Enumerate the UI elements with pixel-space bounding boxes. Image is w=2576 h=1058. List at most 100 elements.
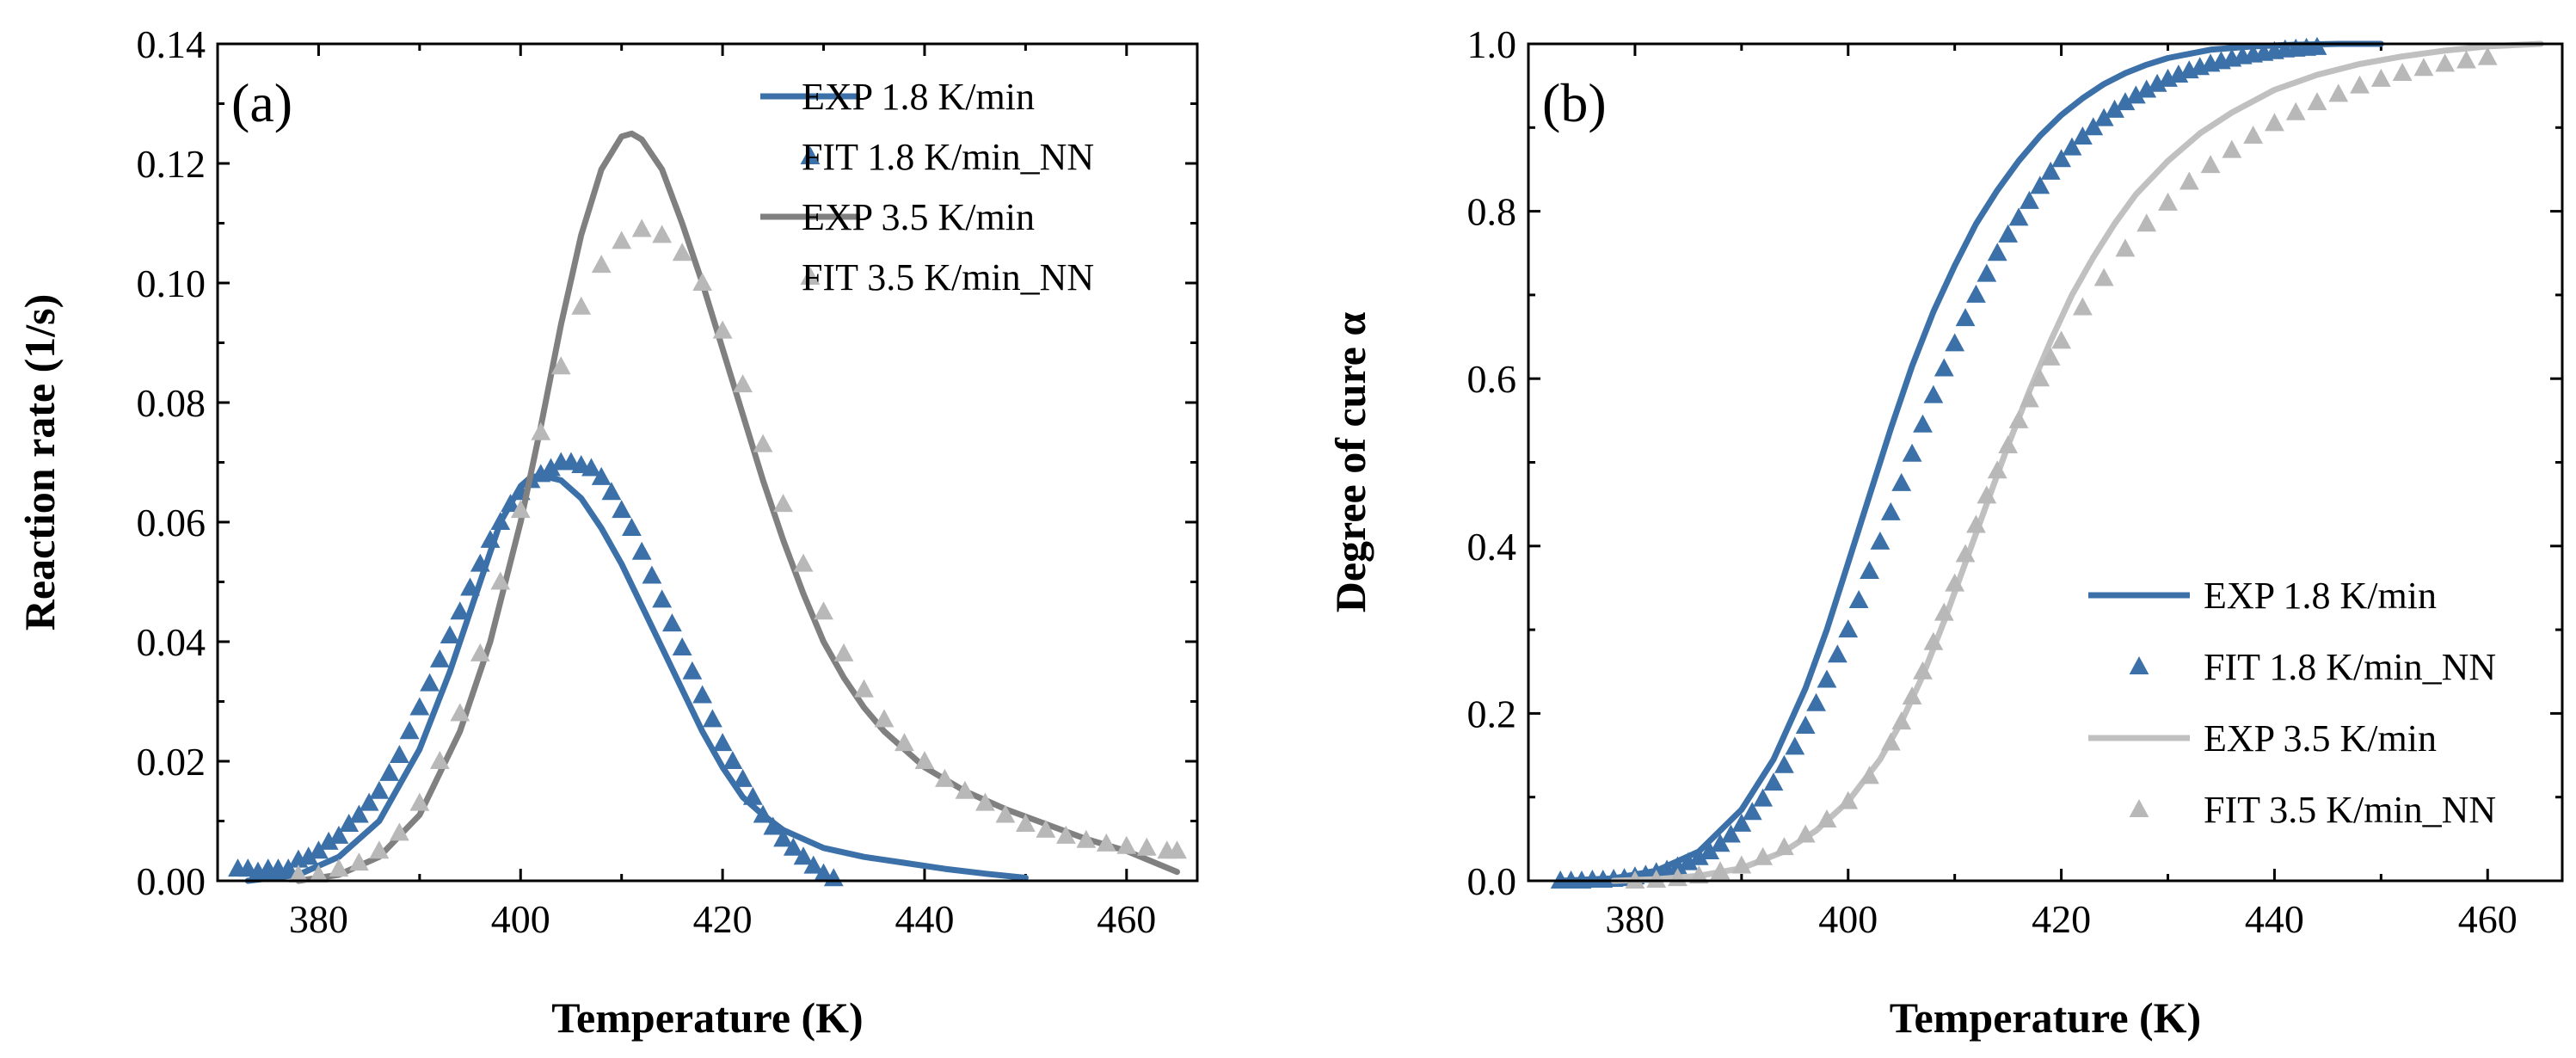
legend-marker-swatch [2129, 799, 2149, 817]
data-point-marker [591, 255, 612, 274]
data-point-marker [1167, 840, 1187, 859]
plot-frame [216, 42, 1199, 883]
data-point-marker [763, 816, 784, 835]
data-point-marker [814, 601, 833, 620]
y-tick-label: 0.02 [137, 740, 206, 784]
x-tick-label: 420 [2032, 897, 2091, 941]
data-point-marker [2040, 161, 2061, 180]
data-point-marker [1742, 802, 1762, 821]
data-point-marker [1136, 837, 1157, 856]
panel-a-reaction-rate-chart: 0.00 0.02 0.04 0.06 0.08 0.10 0.12 0.14 380 400 42… [15, 22, 1199, 1042]
data-point-marker [2020, 389, 2039, 408]
y-tick-label: 0.0 [1467, 859, 1517, 903]
data-point-marker [733, 374, 753, 393]
data-point-marker [622, 517, 642, 536]
data-point-marker [1785, 736, 1805, 755]
data-point-marker [2392, 63, 2413, 82]
data-point-marker [1870, 531, 1891, 550]
data-point-marker [278, 858, 298, 877]
data-point-marker [833, 643, 854, 661]
legend-label: FIT 1.8 K/min_NN [2204, 646, 2496, 688]
data-point-marker [2093, 108, 2114, 126]
y-tick-label: 0.8 [1467, 190, 1517, 234]
data-point-marker [2115, 238, 2136, 257]
data-point-marker [420, 673, 440, 692]
data-point-marker [1710, 861, 1731, 880]
x-tick-label: 380 [1605, 897, 1664, 941]
data-point-marker [1998, 224, 2019, 243]
data-point-marker [2062, 137, 2082, 156]
data-point-marker [1055, 825, 1076, 844]
data-point-marker [2307, 36, 2327, 55]
y-tick-label: 0.04 [137, 620, 206, 664]
plot-frame [1527, 42, 2564, 883]
data-point-marker [379, 762, 400, 781]
data-point-marker [1838, 790, 1859, 809]
data-point-marker [1731, 855, 1752, 874]
legend-label: FIT 1.8 K/min_NN [802, 136, 1094, 178]
data-point-marker [389, 822, 409, 841]
data-point-marker [2072, 126, 2093, 145]
y-tick-label: 0.12 [137, 142, 206, 186]
legend-marker-swatch [2129, 656, 2149, 674]
data-point-marker [601, 482, 622, 501]
data-point-marker [712, 320, 733, 339]
y-tick-label: 0.06 [137, 501, 206, 544]
data-point-marker [470, 553, 490, 572]
data-point-marker [1036, 819, 1056, 838]
data-point-marker [662, 613, 682, 632]
data-point-marker [501, 494, 520, 513]
data-point-marker [1966, 514, 1986, 533]
data-point-marker [1945, 333, 1965, 352]
panel-label: (a) [231, 72, 292, 133]
data-point-marker [995, 804, 1016, 823]
data-point-marker [2020, 190, 2039, 209]
data-point-marker [2179, 171, 2199, 190]
data-point-marker [733, 768, 753, 787]
data-point-marker [2093, 268, 2114, 286]
data-point-marker [298, 846, 319, 865]
y-tick-label: 0.2 [1467, 692, 1517, 735]
data-point-marker [1646, 870, 1667, 889]
data-point-marker [722, 751, 743, 769]
data-point-marker [2147, 73, 2167, 92]
data-point-marker [490, 512, 511, 530]
data-point-marker [793, 846, 814, 865]
series-line-0 [244, 472, 1029, 884]
data-point-marker [1753, 846, 1774, 865]
y-tick-label: 0.10 [137, 261, 206, 305]
x-tick-label: 440 [2245, 897, 2304, 941]
data-point-marker [2125, 85, 2146, 104]
legend-item: FIT 3.5 K/min_NN [800, 256, 1094, 298]
data-point-marker [1076, 829, 1097, 848]
data-point-marker [288, 864, 309, 883]
data-point-marker [1817, 669, 1837, 688]
y-tick-label: 0.14 [137, 22, 206, 66]
data-point-marker [541, 458, 561, 477]
panel-b-degree-of-cure-chart: 0.0 0.2 0.4 0.6 0.8 1.0 380 400 420 440 460 (b) Temp… [1326, 22, 2564, 1042]
legend-item: EXP 1.8 K/min [2088, 575, 2437, 617]
x-tick-label: 400 [491, 897, 550, 941]
series-markers-1 [228, 452, 844, 887]
data-point-marker [2008, 409, 2029, 428]
data-point-marker [348, 804, 369, 823]
data-point-marker [359, 792, 379, 811]
series-line [244, 472, 1029, 884]
data-point-marker [1913, 661, 1933, 680]
y-tick-label: 0.00 [137, 859, 206, 903]
data-point-marker [773, 494, 793, 513]
data-point-marker [1774, 754, 1794, 773]
data-point-marker [631, 541, 652, 560]
data-point-marker [2370, 68, 2391, 87]
data-point-marker [1795, 824, 1816, 843]
x-tick-label: 440 [895, 897, 954, 941]
data-point-marker [329, 858, 349, 877]
data-point-marker [409, 697, 430, 716]
data-point-marker [2265, 113, 2284, 132]
data-point-marker [318, 831, 339, 850]
data-point-marker [2435, 53, 2456, 72]
data-point-marker [1710, 833, 1731, 852]
legend-label: EXP 3.5 K/min [802, 196, 1035, 238]
data-point-marker [531, 421, 551, 440]
